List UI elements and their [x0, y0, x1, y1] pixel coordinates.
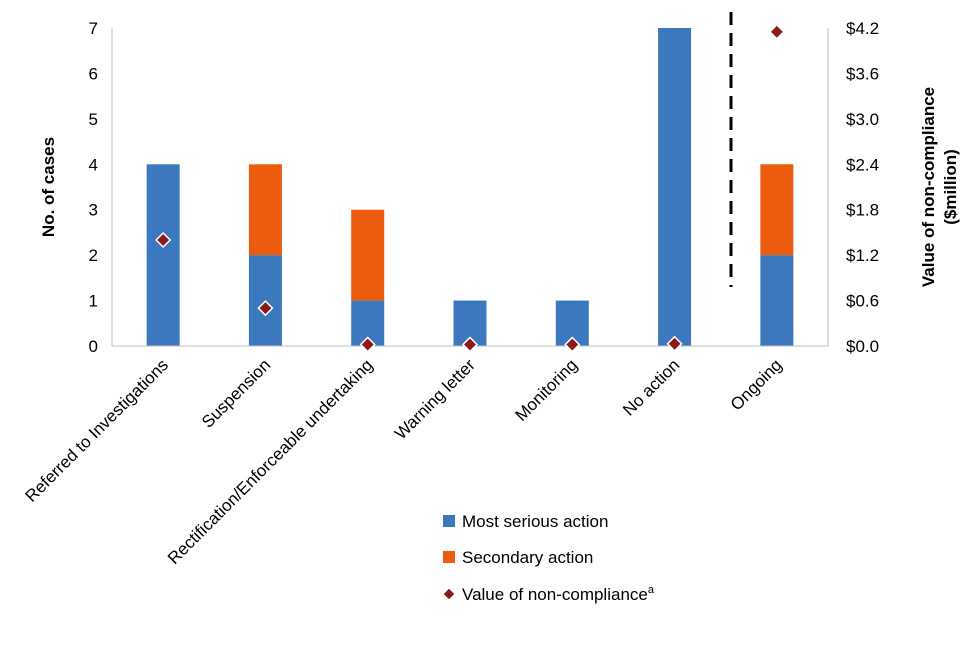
y2-tick-label: $1.2	[846, 246, 879, 265]
x-tick-label-no-action: No action	[619, 355, 683, 419]
x-tick-label-warning-letter: Warning letter	[391, 355, 479, 443]
y-tick-label: 2	[89, 246, 98, 265]
x-tick-label-referred-to-investigations: Referred to Investigations	[22, 355, 172, 505]
legend-label-value-text: Value of non-compliance	[462, 585, 648, 604]
y2-tick-label: $3.6	[846, 64, 879, 83]
y2-axis-title-line1: Value of non-compliance	[919, 87, 938, 287]
y-tick-label: 7	[89, 19, 98, 38]
y-tick-label: 3	[89, 201, 98, 220]
y-tick-label: 4	[89, 155, 98, 174]
legend-label-secondary: Secondary action	[462, 548, 593, 567]
x-tick-label-rectification-enforceable-undertaking: Rectification/Enforceable undertaking	[164, 355, 377, 568]
marker-value-monitoring	[564, 336, 581, 353]
y-tick-label: 6	[89, 64, 98, 83]
marker-value-referred-to-investigations	[155, 231, 172, 249]
x-tick-label-ongoing: Ongoing	[727, 355, 786, 414]
y2-tick-label: $3.0	[846, 110, 879, 129]
bar-secondary-action-suspension	[248, 164, 282, 256]
y-tick-label: 0	[89, 337, 98, 356]
legend-swatch-secondary	[443, 551, 455, 563]
bar-most-serious-action-no-action	[658, 28, 692, 346]
legend-label-most-serious: Most serious action	[462, 512, 608, 531]
bar-most-serious-action-ongoing	[760, 255, 794, 346]
markers-layer	[155, 23, 785, 353]
bars-layer	[146, 28, 794, 346]
x-tick-label-suspension: Suspension	[198, 355, 274, 431]
bar-secondary-action-ongoing	[760, 164, 794, 256]
y-tick-labels: 0 1 2 3 4 5 6 7	[89, 19, 98, 356]
y-tick-label: 5	[89, 110, 98, 129]
legend-label-value: Value of non-compliancea	[462, 584, 655, 604]
legend-swatch-value-diamond	[442, 587, 456, 601]
y2-tick-label: $0.0	[846, 337, 879, 356]
y-tick-label: 1	[89, 292, 98, 311]
legend: Most serious action Secondary action Val…	[442, 512, 655, 604]
bar-secondary-action-rectification-enforceable-undertaking	[351, 209, 385, 301]
x-tick-labels: Referred to Investigations SuspensionRect…	[22, 355, 786, 568]
marker-value-no-action	[666, 335, 683, 352]
y2-tick-labels: $0.0 $0.6 $1.2 $1.8 $2.4 $3.0 $3.6 $4.2	[846, 19, 879, 356]
y2-axis-title-line2: ($million)	[941, 149, 960, 225]
legend-label-value-superscript: a	[648, 584, 655, 596]
y2-tick-label: $1.8	[846, 201, 879, 220]
x-tick-label-monitoring: Monitoring	[512, 355, 582, 425]
legend-swatch-most-serious	[443, 515, 455, 527]
y-axis-title: No. of cases	[39, 137, 58, 237]
bar-most-serious-action-referred-to-investigations	[146, 164, 180, 346]
marker-value-warning-letter	[461, 336, 479, 353]
marker-value-ongoing	[768, 23, 785, 40]
marker-value-rectification-enforceable-undertaking	[359, 336, 376, 353]
y2-tick-label: $2.4	[846, 155, 879, 174]
y2-tick-label: $0.6	[846, 292, 879, 311]
y2-tick-label: $4.2	[846, 19, 879, 38]
marker-value-suspension	[257, 300, 274, 317]
